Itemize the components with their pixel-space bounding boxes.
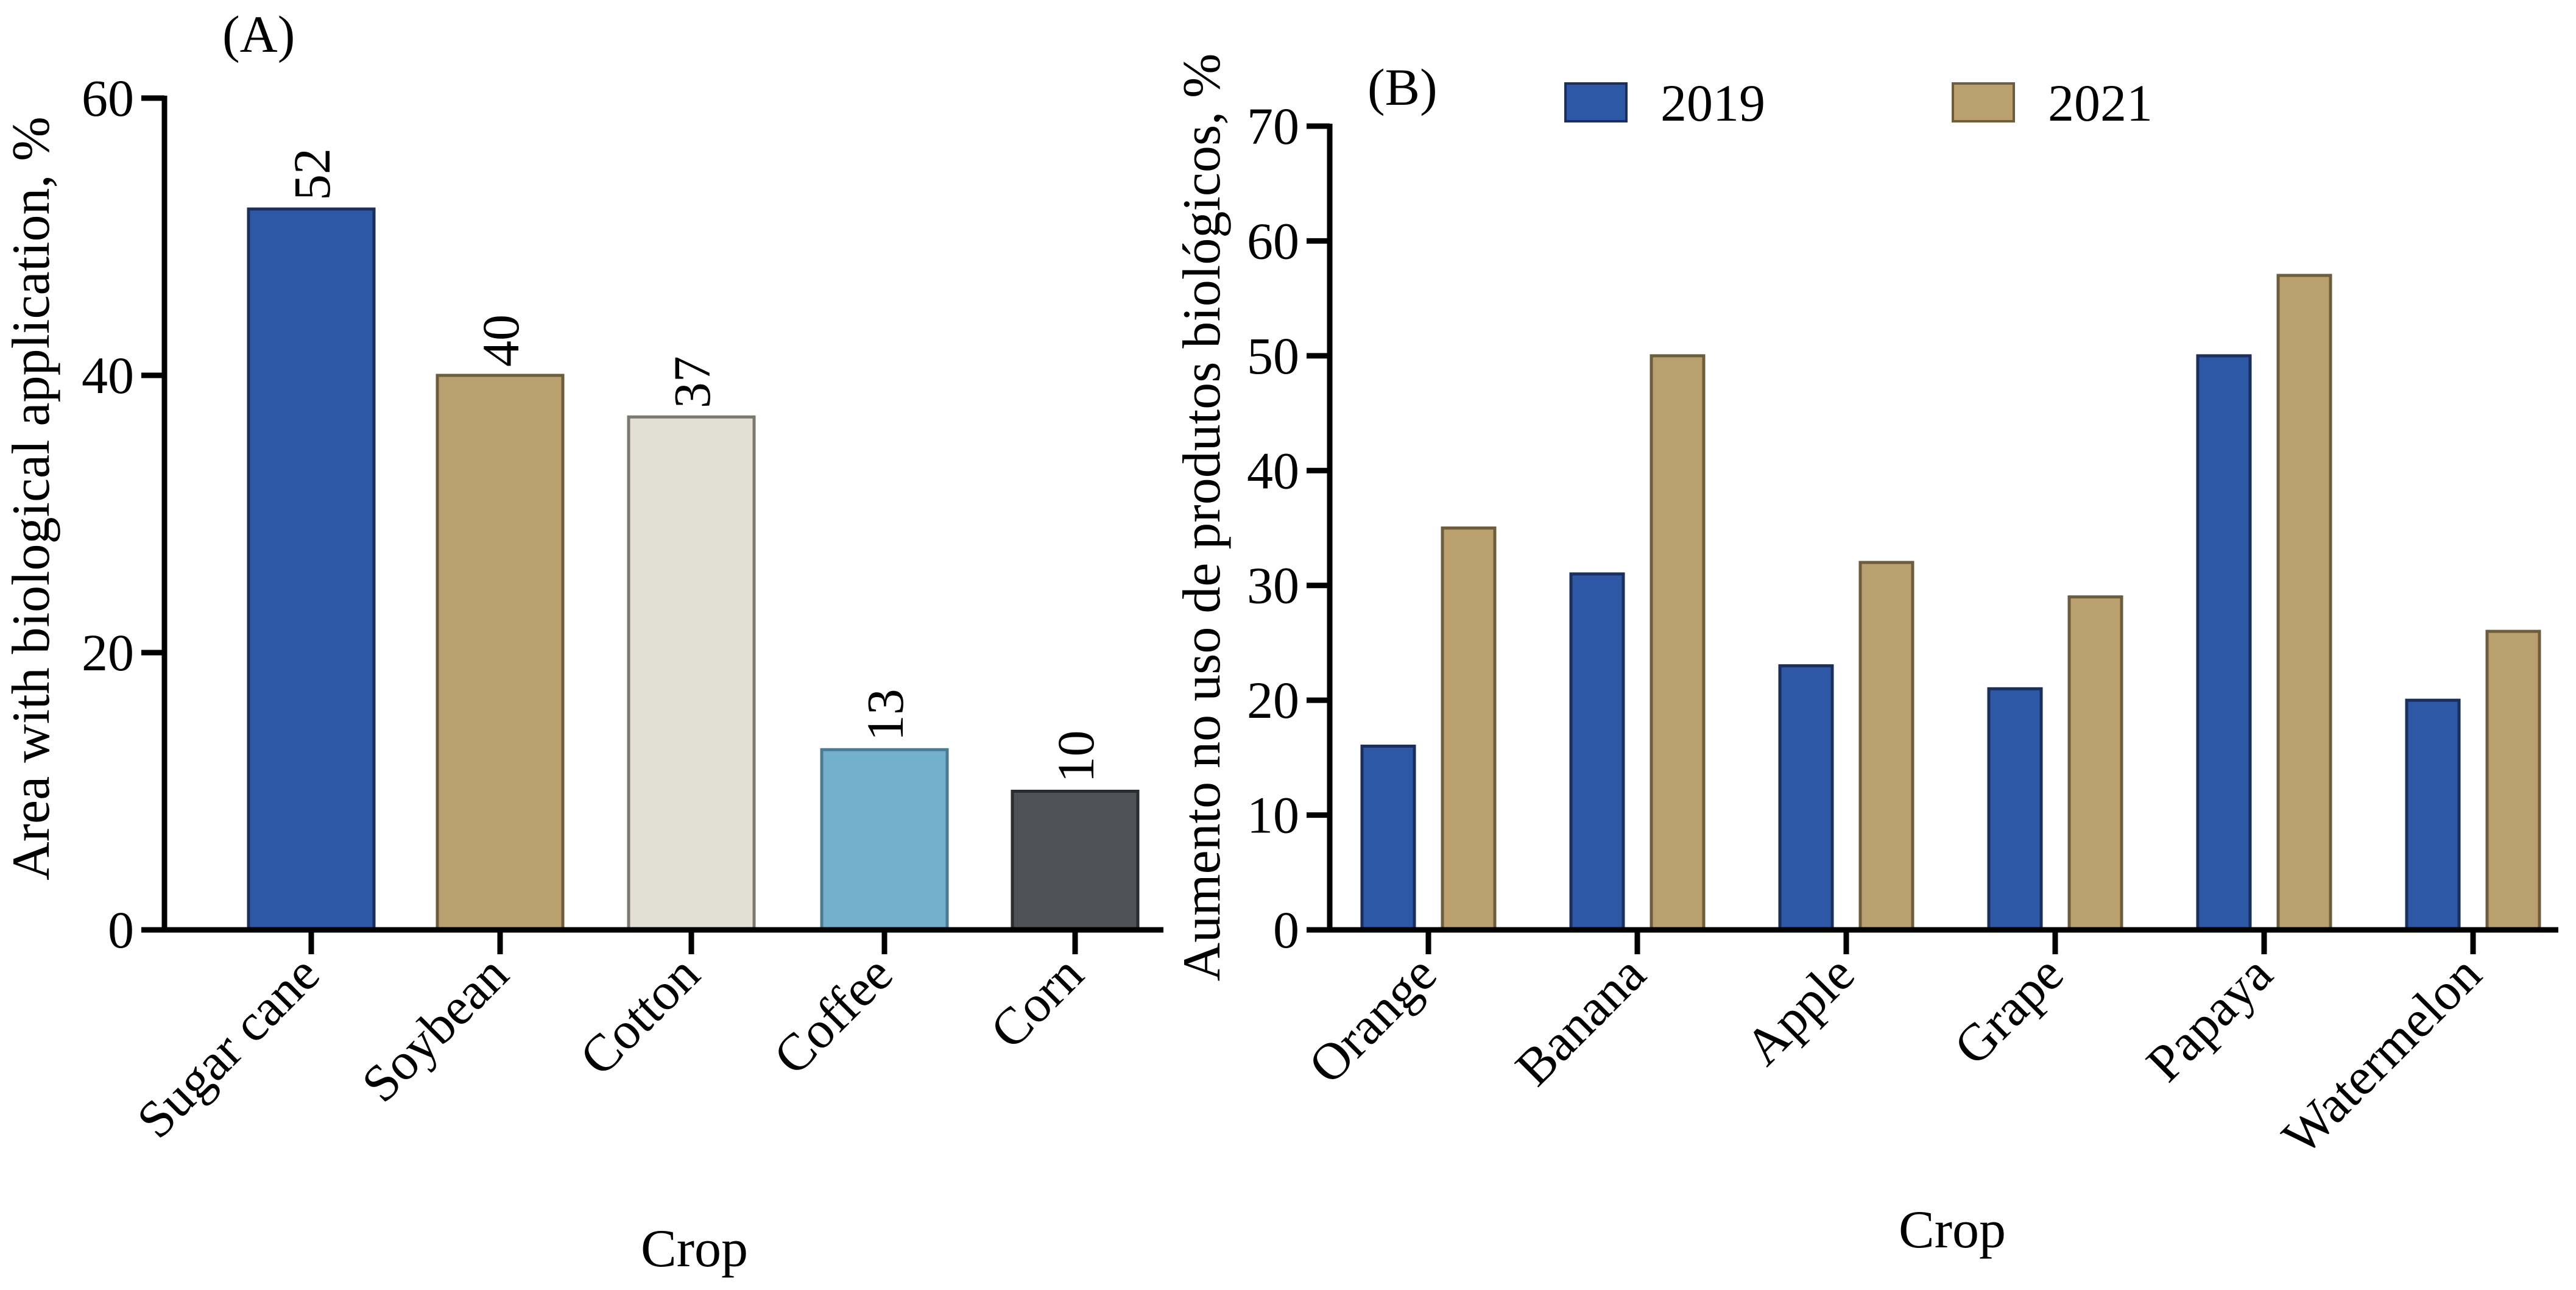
panel-b-legend: 2019 2021 — [1564, 74, 2153, 132]
x-tick-label-coffee: Coffee — [762, 944, 903, 1086]
x-tick-label-sugar-cane: Sugar cane — [125, 944, 330, 1149]
bar-coffee — [820, 748, 949, 932]
x-tick-label-corn: Corn — [979, 944, 1095, 1060]
panel-a-x-axis-title: Crop — [641, 1219, 748, 1278]
x-tick-label-cotton: Cotton — [568, 944, 710, 1086]
bar-2021-apple — [1858, 561, 1914, 932]
bar-corn — [1011, 790, 1140, 932]
panel-a-chart: (A) Area with biological application, % … — [2, 5, 1163, 1278]
y-tick-label: 70 — [1247, 97, 1299, 155]
x-tick-label-watermelon: Watermelon — [2271, 944, 2493, 1166]
bar-cotton — [627, 415, 756, 932]
panel-a-y-axis-title: Area with biological application, % — [2, 116, 61, 881]
y-tick-label: 60 — [1247, 211, 1299, 270]
bar-2021-orange — [1441, 526, 1497, 932]
x-tick-label-papaya: Papaya — [2135, 944, 2283, 1093]
data-label-corn: 10 — [1046, 731, 1105, 783]
y-tick-label: 50 — [1247, 327, 1299, 385]
bar-soybean — [436, 374, 565, 932]
data-label-cotton: 37 — [663, 356, 721, 408]
bar-2021-papaya — [2276, 274, 2332, 932]
bar-2019-orange — [1360, 745, 1416, 932]
panel-b-bars — [1360, 274, 2541, 932]
y-tick-label: 20 — [1247, 671, 1299, 729]
panel-b-x-axis-title: Crop — [1899, 1200, 2006, 1260]
panel-a-bars: 52 40 37 13 10 — [247, 148, 1140, 932]
x-tick-label-apple: Apple — [1734, 944, 1865, 1076]
y-tick-label: 40 — [1247, 441, 1299, 500]
y-tick-label: 20 — [82, 623, 134, 682]
bar-sugar-cane — [247, 207, 376, 932]
panel-b-y-axis-title: Aumento no uso de produtos biológicos, % — [1173, 54, 1232, 982]
legend-swatch-2019 — [1564, 82, 1628, 122]
panel-b-label: (B) — [1367, 58, 1438, 116]
bar-2019-watermelon — [2405, 698, 2461, 932]
x-tick-label-grape: Grape — [1943, 944, 2074, 1076]
x-tick-label-orange: Orange — [1297, 944, 1448, 1095]
y-tick-label: 10 — [1247, 786, 1299, 845]
legend-label-2019: 2019 — [1660, 74, 1765, 132]
y-tick-label: 60 — [82, 69, 134, 127]
data-label-sugar-cane: 52 — [283, 148, 341, 200]
panel-a-label: (A) — [222, 5, 295, 63]
bar-2019-papaya — [2196, 354, 2252, 932]
y-tick-label: 30 — [1247, 556, 1299, 615]
panel-b-chart: (B) Aumento no uso de produtos biológico… — [1173, 54, 2558, 1260]
bar-2021-watermelon — [2485, 629, 2541, 932]
data-label-soybean: 40 — [471, 314, 530, 367]
bar-2019-banana — [1569, 572, 1625, 932]
legend-swatch-2021 — [1952, 82, 2015, 122]
panel-a-axes: Sugar cane Soybean Cotton Coffee Corn 0 20 40 60 — [82, 69, 1163, 1149]
y-tick-label: 0 — [1273, 901, 1299, 959]
x-tick-label-soybean: Soybean — [350, 944, 519, 1113]
y-tick-label: 0 — [108, 901, 134, 959]
bar-2019-apple — [1778, 664, 1834, 932]
bar-2019-grape — [1987, 687, 2043, 932]
bar-2021-banana — [1650, 354, 1706, 932]
y-tick-label: 40 — [82, 346, 134, 405]
x-tick-label-banana: Banana — [1504, 944, 1656, 1097]
legend-label-2021: 2021 — [2048, 74, 2153, 132]
bar-2021-grape — [2067, 595, 2123, 932]
data-label-coffee: 13 — [856, 689, 914, 741]
